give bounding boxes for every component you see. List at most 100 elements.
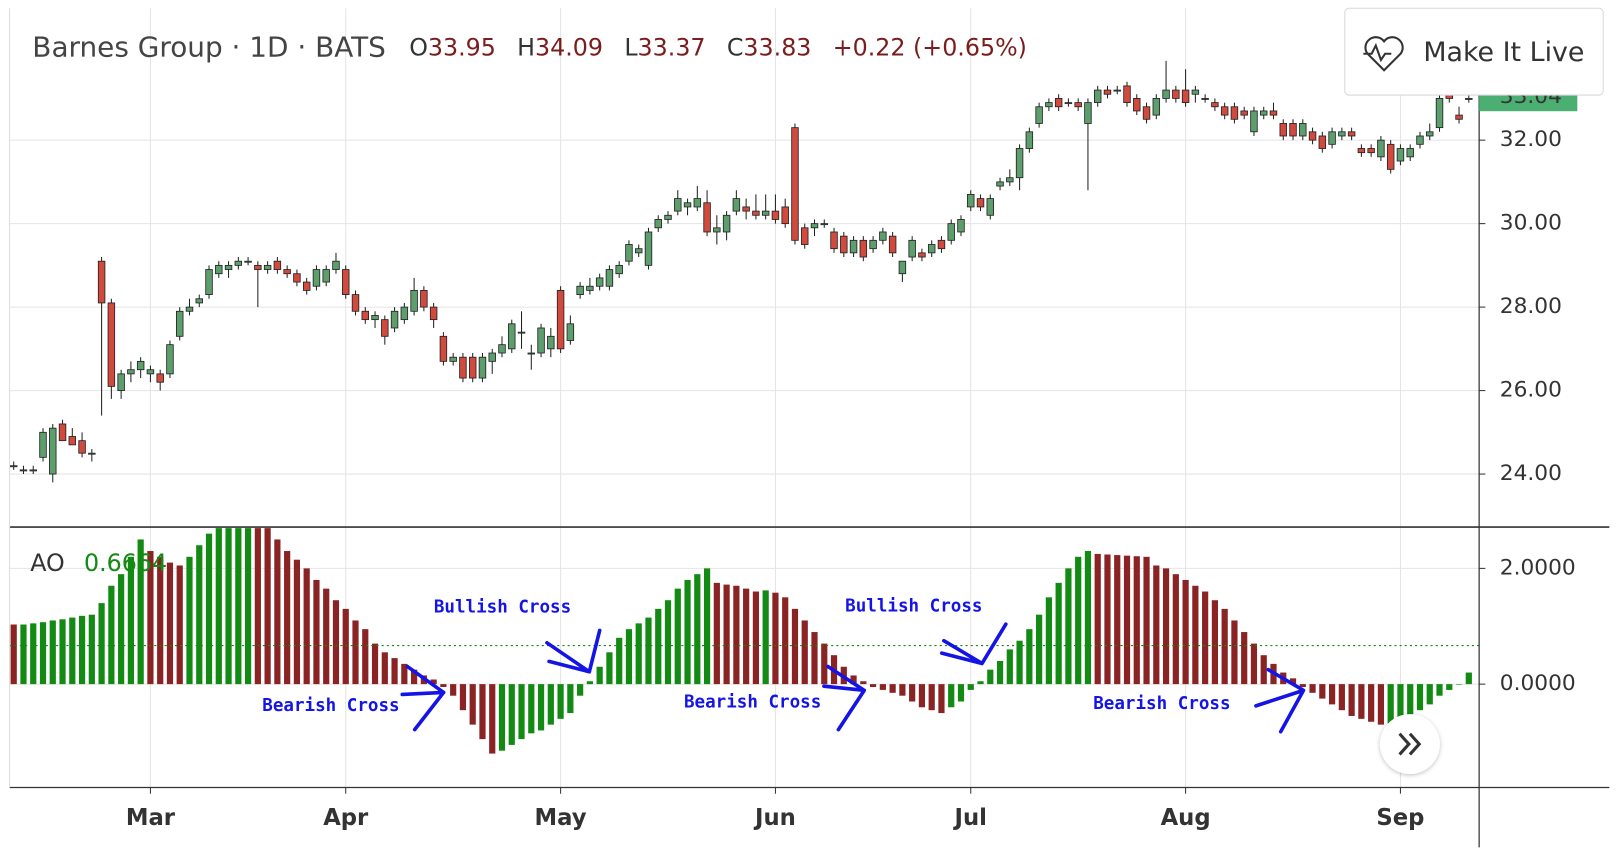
- candle-body: [1191, 89, 1200, 95]
- candle-body: [195, 298, 203, 304]
- candle-body: [605, 269, 614, 287]
- ao-bar: [1416, 684, 1424, 711]
- candle-body: [615, 264, 623, 275]
- ao-bar: [996, 660, 1004, 685]
- candle-body: [488, 352, 496, 362]
- ao-bar: [1348, 684, 1355, 716]
- ao-bar: [98, 603, 105, 685]
- candle-body: [1035, 106, 1043, 124]
- candle-body: [1045, 102, 1053, 108]
- ao-bar: [1006, 649, 1013, 685]
- ao-bar: [567, 684, 574, 714]
- candle-body: [19, 469, 28, 472]
- ao-bar: [1221, 608, 1228, 685]
- candle-body: [1054, 98, 1063, 108]
- candle-body: [58, 423, 67, 442]
- candle-body: [1377, 139, 1385, 158]
- header: Barnes Group · 1D · BATS O33.95 H34.09 L…: [32, 31, 1027, 64]
- ao-bar: [537, 684, 545, 731]
- ao-bar: [850, 675, 857, 685]
- y-tick-label: 32.00: [1500, 127, 1562, 152]
- ao-bar: [371, 643, 379, 685]
- ao-bar: [1172, 574, 1179, 685]
- ao-bar: [772, 592, 779, 685]
- ao-bar: [332, 600, 340, 685]
- ao-bar: [479, 684, 486, 740]
- annotation-arrow: [545, 628, 602, 674]
- annotation-arrow: [1254, 667, 1306, 734]
- ao-bar: [596, 666, 603, 685]
- y-tick-label: 2.0000: [1500, 555, 1576, 580]
- candle-body: [1386, 143, 1395, 170]
- ao-bar: [1436, 684, 1443, 696]
- ao-bar: [860, 681, 867, 685]
- ao-bar: [1211, 600, 1218, 685]
- make-it-live-button[interactable]: Make It Live: [1344, 7, 1604, 96]
- ao-bar: [635, 623, 642, 685]
- candle-body: [1142, 106, 1151, 120]
- candle-body: [1269, 110, 1278, 116]
- candle-body: [478, 356, 487, 379]
- ao-bar: [1241, 632, 1248, 685]
- button-frame[interactable]: [1344, 7, 1604, 96]
- candle-body: [136, 360, 145, 371]
- ao-bar: [459, 684, 467, 711]
- candle-body: [1181, 89, 1190, 104]
- ao-bar: [762, 590, 769, 685]
- ao-bar: [987, 669, 994, 685]
- candle-body: [371, 315, 379, 321]
- candle-body: [185, 306, 194, 312]
- candle-body: [976, 198, 985, 208]
- candle-body: [420, 289, 428, 308]
- ao-bar: [869, 684, 877, 688]
- candle-body: [1230, 106, 1239, 120]
- ao-bar: [59, 619, 66, 685]
- candle-body: [322, 269, 330, 283]
- candle-body: [88, 452, 96, 455]
- candle-body: [625, 244, 633, 262]
- candle-body: [1357, 148, 1366, 154]
- candle-body: [429, 306, 438, 321]
- legend-key: L: [624, 33, 638, 61]
- candle-body: [1279, 123, 1287, 137]
- ao-bar: [1055, 582, 1062, 685]
- candle-body: [1318, 135, 1327, 149]
- ao-bar: [78, 615, 86, 685]
- candle-body: [1250, 110, 1258, 133]
- ao-bar: [205, 533, 213, 685]
- ao-bar: [518, 684, 525, 740]
- candle-body: [302, 281, 311, 291]
- candle-body: [1328, 131, 1336, 145]
- candle-body: [898, 260, 907, 275]
- ao-bar: [127, 556, 134, 685]
- scroll-button[interactable]: [1379, 714, 1440, 775]
- x-tick-label: Sep: [1376, 805, 1424, 831]
- legend-value: 33.83: [743, 33, 811, 61]
- ao-bar: [440, 684, 447, 688]
- candle-body: [634, 248, 643, 254]
- candle-body: [859, 239, 868, 258]
- ao-bar: [821, 643, 828, 685]
- candle-body: [1201, 98, 1209, 100]
- candle-body: [586, 285, 594, 291]
- candle-body: [547, 335, 555, 350]
- ao-bar: [49, 620, 56, 685]
- candle-body: [1162, 89, 1170, 99]
- candle-body: [527, 352, 536, 355]
- candle-body: [146, 369, 155, 375]
- ao-bar: [401, 663, 408, 685]
- ao-bar: [528, 684, 535, 734]
- candle-body: [1152, 98, 1161, 116]
- y-tick-label: 26.00: [1500, 378, 1562, 403]
- ao-bar: [1182, 579, 1189, 685]
- ao-bar: [928, 684, 935, 711]
- candle-body: [1465, 98, 1473, 100]
- candle-body: [957, 219, 965, 233]
- ao-bar: [1114, 555, 1121, 685]
- ao-bar: [39, 622, 47, 685]
- ao-bar: [225, 528, 232, 685]
- ao-bar: [411, 669, 418, 685]
- ao-bar: [967, 684, 974, 690]
- button-label[interactable]: Make It Live: [1423, 37, 1584, 68]
